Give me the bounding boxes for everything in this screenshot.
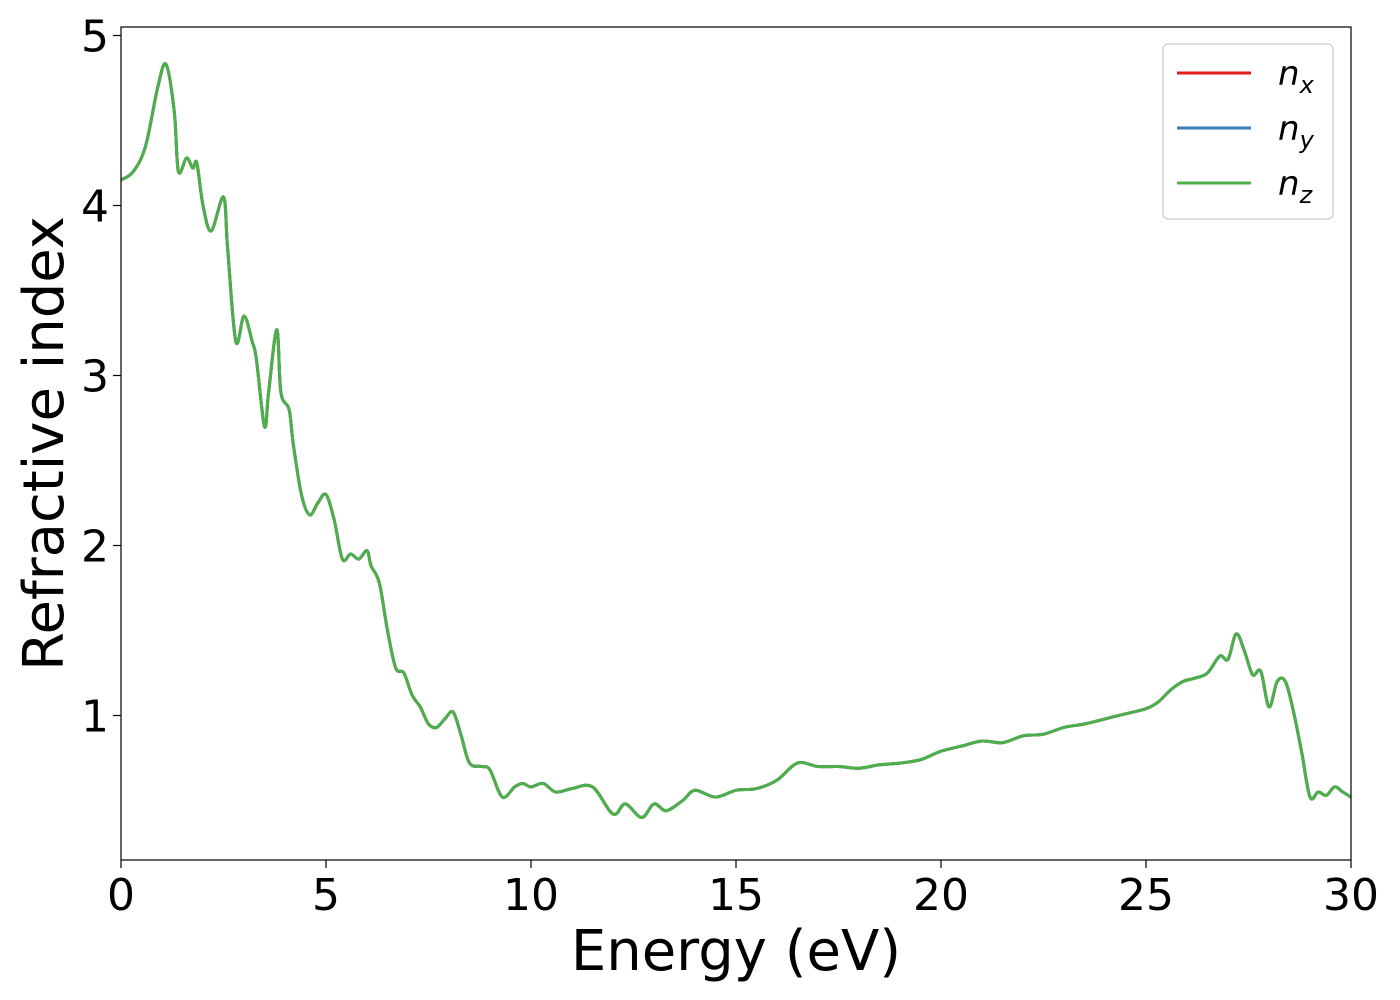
x-tick-label: 30 bbox=[1323, 870, 1379, 921]
series-line-n-z bbox=[121, 62, 1351, 819]
x-axis-ticks: 0 5 10 15 20 25 30 bbox=[107, 860, 1379, 921]
x-tick-label: 15 bbox=[708, 870, 764, 921]
y-tick-label: 5 bbox=[81, 12, 109, 63]
y-tick-label: 2 bbox=[81, 522, 109, 573]
y-tick-label: 4 bbox=[81, 182, 109, 233]
x-tick-label: 0 bbox=[107, 870, 135, 921]
legend-label-n-y: ny bbox=[1278, 109, 1315, 154]
x-tick-label: 10 bbox=[503, 870, 559, 921]
y-tick-label: 3 bbox=[81, 352, 109, 403]
legend: nx ny nz bbox=[1162, 43, 1334, 220]
legend-box bbox=[1162, 43, 1334, 220]
plot-area bbox=[121, 62, 1351, 819]
y-axis-ticks: 1 2 3 4 5 bbox=[81, 12, 121, 743]
y-axis-title: Refractive index bbox=[12, 216, 77, 671]
x-tick-label: 20 bbox=[913, 870, 969, 921]
x-axis-title: Energy (eV) bbox=[571, 919, 901, 984]
x-tick-label: 25 bbox=[1118, 870, 1174, 921]
legend-label-n-z: nz bbox=[1278, 164, 1314, 209]
x-tick-label: 5 bbox=[312, 870, 340, 921]
legend-label-n-x: nx bbox=[1278, 54, 1315, 99]
y-tick-label: 1 bbox=[81, 692, 109, 743]
